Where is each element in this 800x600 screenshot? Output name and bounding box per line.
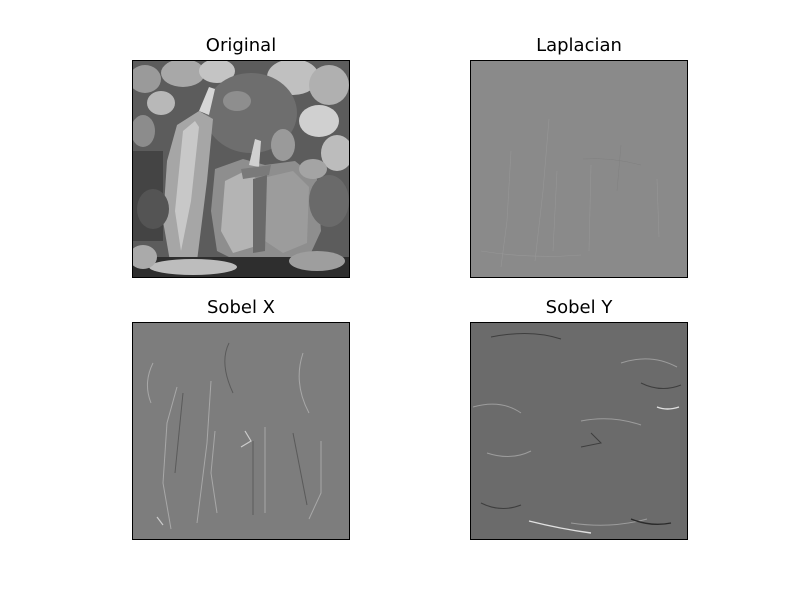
tick-mark: [687, 274, 688, 278]
panel-title-original: Original: [205, 35, 277, 56]
tick-mark: [470, 274, 471, 278]
panel-image-laplacian: [470, 60, 688, 278]
laplacian-edge-image: [471, 61, 687, 277]
panel-image-original: [132, 60, 350, 278]
panel-title-sobel-y: Sobel Y: [545, 297, 613, 318]
panel-title-laplacian: Laplacian: [536, 35, 622, 56]
tick-mark: [349, 536, 350, 540]
panel-title-sobel-x: Sobel X: [207, 297, 275, 318]
original-peppers-image: [133, 61, 349, 277]
tick-mark: [132, 536, 133, 540]
panel-image-sobel-x: [132, 322, 350, 540]
sobel-y-edge-image: [471, 323, 687, 539]
tick-mark: [349, 274, 350, 278]
tick-mark: [470, 536, 471, 540]
tick-mark: [687, 536, 688, 540]
panel-image-sobel-y: [470, 322, 688, 540]
sobel-x-edge-image: [133, 323, 349, 539]
tick-mark: [132, 274, 133, 278]
